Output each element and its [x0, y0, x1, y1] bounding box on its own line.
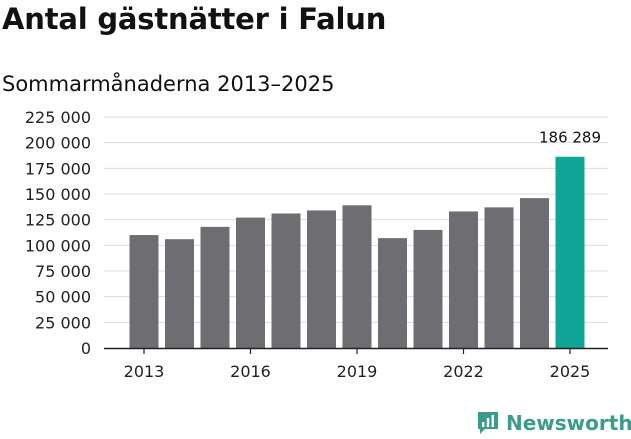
y-tick-label: 175 000	[25, 159, 91, 178]
data-label: 186 289	[539, 129, 601, 147]
x-tick-label: 2019	[337, 362, 378, 381]
x-tick-label: 2025	[550, 362, 591, 381]
x-tick-label: 2016	[230, 362, 271, 381]
y-tick-label: 100 000	[25, 236, 91, 255]
x-tick-label: 2013	[124, 362, 165, 381]
brand-name: Newsworthy	[506, 411, 631, 435]
y-tick-label: 200 000	[25, 134, 91, 153]
bar-2024	[520, 198, 549, 348]
bar-2020	[378, 238, 407, 348]
bar-chart: 0 25 000 50 000 75 000 100 000 125 000 150 000…	[25, 108, 608, 381]
bar-2014	[165, 239, 194, 348]
chart-subtitle: Sommarmånaderna 2013–2025	[2, 72, 335, 96]
bar-2015	[200, 226, 230, 348]
y-tick-label: 150 000	[25, 185, 91, 204]
bar-2021	[413, 229, 443, 348]
bar-2022	[449, 211, 478, 348]
bar-2019	[342, 205, 372, 348]
y-tick-label: 50 000	[35, 288, 91, 307]
bar-2023	[484, 207, 514, 348]
y-tick-label: 0	[81, 339, 91, 358]
y-tick-label: 75 000	[35, 262, 91, 281]
chart-title: Antal gästnätter i Falun	[2, 2, 387, 36]
bar-2025	[555, 156, 585, 348]
bar-2018	[307, 210, 336, 348]
x-tick-label: 2022	[443, 362, 484, 381]
y-tick-label: 125 000	[25, 211, 91, 230]
bar-2016	[236, 217, 265, 348]
y-tick-label: 25 000	[35, 313, 91, 332]
newsworthy-logo-icon	[478, 412, 498, 434]
brand-logo: Newsworthy	[476, 408, 631, 438]
y-tick-label: 225 000	[25, 108, 91, 127]
bar-2013	[129, 235, 159, 348]
bar-2017	[271, 213, 301, 348]
